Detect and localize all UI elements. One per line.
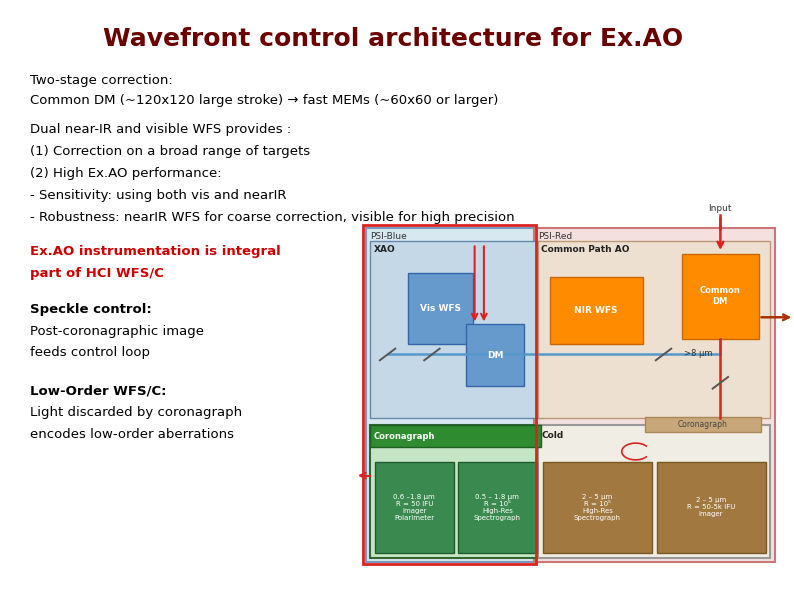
Text: Common DM (~120x120 large stroke) → fast MEMs (~60x60 or larger): Common DM (~120x120 large stroke) → fast… (30, 94, 499, 107)
FancyBboxPatch shape (375, 462, 453, 553)
Text: Coronagraph: Coronagraph (373, 431, 435, 441)
Text: 0.6 –1.8 μm
R = 50 IFU
Imager
Polarimeter: 0.6 –1.8 μm R = 50 IFU Imager Polarimete… (394, 494, 435, 521)
Text: Wavefront control architecture for Ex.AO: Wavefront control architecture for Ex.AO (102, 27, 683, 51)
Text: - Robustness: nearIR WFS for coarse correction, visible for high precision: - Robustness: nearIR WFS for coarse corr… (30, 211, 515, 224)
FancyBboxPatch shape (549, 277, 642, 344)
Text: 2 – 5 μm
R = 50-5k IFU
Imager: 2 – 5 μm R = 50-5k IFU Imager (687, 497, 735, 517)
FancyBboxPatch shape (408, 273, 473, 344)
Text: Dual near-IR and visible WFS provides :: Dual near-IR and visible WFS provides : (30, 123, 291, 136)
Text: encodes low-order aberrations: encodes low-order aberrations (30, 428, 234, 441)
FancyBboxPatch shape (543, 462, 652, 553)
FancyBboxPatch shape (366, 228, 545, 562)
Text: Light discarded by coronagraph: Light discarded by coronagraph (30, 406, 242, 419)
Text: Two-stage correction:: Two-stage correction: (30, 74, 173, 87)
Text: Common
DM: Common DM (700, 286, 741, 306)
Text: - Sensitivity: using both vis and nearIR: - Sensitivity: using both vis and nearIR (30, 189, 287, 202)
Text: NIR WFS: NIR WFS (574, 306, 618, 315)
Text: DM: DM (487, 351, 503, 360)
Text: part of HCI WFS/C: part of HCI WFS/C (30, 267, 164, 280)
Text: 0.5 – 1.8 μm
R = 10⁵
High-Res
Spectrograph: 0.5 – 1.8 μm R = 10⁵ High-Res Spectrogra… (474, 494, 521, 521)
Text: PSI-Red: PSI-Red (538, 233, 572, 242)
Text: PSI-Blue: PSI-Blue (371, 233, 407, 242)
FancyBboxPatch shape (371, 425, 542, 559)
FancyBboxPatch shape (534, 228, 775, 562)
Text: Speckle control:: Speckle control: (30, 303, 152, 317)
FancyBboxPatch shape (466, 324, 524, 386)
FancyBboxPatch shape (371, 425, 542, 447)
Text: feeds control loop: feeds control loop (30, 346, 150, 359)
Text: XAO: XAO (373, 245, 395, 253)
Text: Cold: Cold (542, 431, 564, 440)
Text: 2 – 5 μm
R = 10⁵
High-Res
Spectrograph: 2 – 5 μm R = 10⁵ High-Res Spectrograph (574, 494, 621, 521)
FancyBboxPatch shape (371, 241, 542, 418)
Text: Low-Order WFS/C:: Low-Order WFS/C: (30, 384, 167, 397)
FancyBboxPatch shape (538, 241, 770, 418)
Text: Post-coronagraphic image: Post-coronagraphic image (30, 325, 204, 338)
Text: Vis WFS: Vis WFS (420, 304, 461, 313)
FancyBboxPatch shape (657, 462, 765, 553)
FancyBboxPatch shape (645, 417, 761, 433)
Text: Ex.AO instrumentation is integral: Ex.AO instrumentation is integral (30, 245, 281, 258)
Text: Coronagraph: Coronagraph (678, 420, 728, 429)
FancyBboxPatch shape (458, 462, 537, 553)
Text: (2) High Ex.AO performance:: (2) High Ex.AO performance: (30, 167, 222, 180)
Text: Input: Input (708, 204, 732, 213)
FancyBboxPatch shape (538, 425, 770, 559)
Text: >8 μm: >8 μm (684, 349, 712, 358)
FancyBboxPatch shape (682, 253, 759, 339)
Text: (1) Correction on a broad range of targets: (1) Correction on a broad range of targe… (30, 145, 310, 158)
Text: Common Path AO: Common Path AO (542, 245, 630, 253)
